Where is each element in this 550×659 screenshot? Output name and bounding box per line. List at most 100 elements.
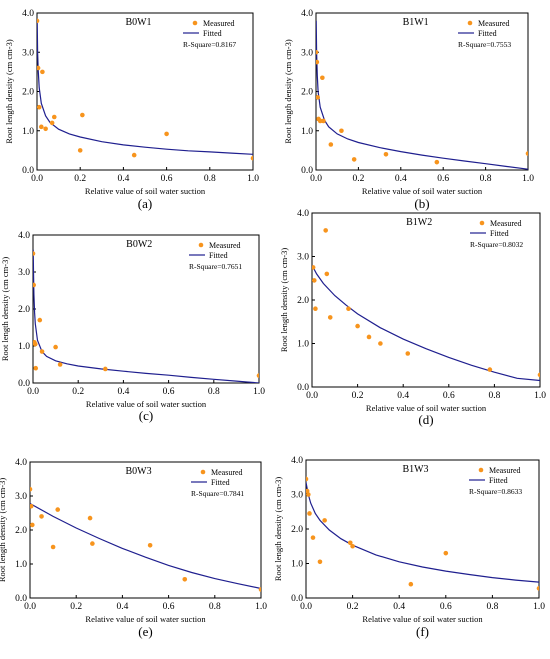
panel-title: B0W2	[126, 239, 152, 250]
measured-point	[77, 148, 83, 153]
y-tick-label: 2.0	[18, 305, 30, 315]
x-tick-label: 0.2	[74, 174, 86, 184]
x-axis-label: Relative value of soil water suction	[362, 614, 483, 624]
panel-caption: (b)	[414, 196, 429, 211]
measured-point	[525, 151, 528, 156]
x-tick-label: 0.6	[437, 174, 449, 184]
y-tick-label: 3.0	[22, 48, 34, 58]
measured-point	[30, 503, 34, 509]
y-tick-label: 2.0	[291, 525, 303, 535]
measured-point	[378, 341, 383, 346]
measured-point	[366, 334, 372, 340]
measured-point	[322, 518, 327, 523]
x-tick-label: 0.2	[347, 602, 359, 612]
panel-caption: (c)	[139, 408, 153, 423]
legend-marker-measured	[192, 20, 198, 26]
measured-point	[351, 157, 357, 162]
plot-area	[30, 486, 261, 592]
y-tick-label: 2.0	[15, 526, 27, 536]
legend-label-fitted: Fitted	[489, 476, 508, 485]
measured-point	[90, 541, 95, 546]
x-tick-label: 0.0	[306, 391, 318, 401]
legend-label-measured: Measured	[490, 219, 522, 228]
measured-point	[339, 128, 344, 134]
measured-point	[312, 265, 316, 270]
x-tick-label: 0.4	[116, 602, 128, 612]
y-axis-label: Root length density (cm cm-3)	[0, 257, 10, 362]
measured-point	[306, 476, 309, 482]
legend-label-fitted: Fitted	[203, 29, 222, 38]
measured-point	[536, 586, 539, 591]
fitted-curve	[37, 20, 253, 155]
y-tick-label: 4.0	[15, 458, 27, 468]
x-axis-label: Relative value of soil water suction	[366, 403, 487, 413]
measured-point	[164, 131, 169, 137]
measured-point	[317, 559, 323, 565]
x-tick-label: 0.4	[117, 174, 129, 184]
y-tick-label: 2.0	[297, 296, 309, 306]
legend-marker-measured	[198, 242, 204, 248]
panel-caption: (e)	[138, 624, 152, 639]
legend-label-fitted: Fitted	[478, 29, 497, 38]
y-tick-label: 0.0	[18, 379, 30, 389]
y-tick-label: 1.0	[22, 127, 34, 137]
measured-point	[40, 69, 45, 75]
measured-point	[324, 271, 330, 277]
x-tick-label: 0.2	[352, 391, 364, 401]
r-square-label: R-Square=0.7651	[189, 262, 242, 271]
panel-title: B0W3	[126, 466, 152, 477]
chart-panel-e: 0.0 0.2 0.4 0.6 0.8 1.0 0.0 1.0 2.0 3.0 4.0 Relativ…	[0, 458, 267, 639]
fitted-curve	[33, 249, 259, 383]
measured-point	[408, 581, 414, 587]
x-tick-label: 0.6	[440, 602, 452, 612]
measured-point	[55, 507, 61, 512]
legend-label-fitted: Fitted	[211, 478, 230, 487]
measured-point	[307, 511, 312, 516]
y-tick-label: 4.0	[301, 9, 313, 19]
r-square-label: R-Square=0.7553	[458, 40, 511, 49]
measured-point	[49, 120, 55, 126]
measured-point	[43, 126, 48, 132]
measured-point	[350, 543, 355, 549]
x-tick-label: 0.8	[209, 602, 221, 612]
r-square-label: R-Square=0.8633	[469, 487, 522, 496]
y-tick-label: 0.0	[301, 166, 313, 176]
legend-marker-measured	[200, 469, 206, 475]
x-tick-label: 0.2	[352, 174, 364, 184]
measured-point	[313, 306, 318, 312]
x-tick-label: 0.0	[24, 602, 36, 612]
y-axis-label: Root length density (cm cm-3)	[283, 39, 293, 144]
y-tick-label: 4.0	[18, 231, 30, 241]
legend-label-measured: Measured	[203, 19, 235, 28]
y-tick-label: 1.0	[18, 342, 30, 352]
r-square-label: R-Square=0.7841	[191, 489, 244, 498]
chart-panel-d: 0.0 0.2 0.4 0.6 0.8 1.0 0.0 1.0 2.0 3.0 4.0 Relativ…	[279, 209, 546, 427]
plot-area	[33, 249, 259, 383]
measured-point	[537, 372, 540, 378]
legend-marker-measured	[467, 20, 473, 26]
x-tick-label: 0.0	[27, 387, 39, 397]
x-tick-label: 0.4	[117, 387, 129, 397]
measured-point	[103, 366, 108, 372]
measured-point	[33, 251, 36, 256]
y-tick-label: 2.0	[301, 88, 313, 98]
legend-label-fitted: Fitted	[490, 229, 509, 238]
y-tick-label: 0.0	[291, 594, 303, 604]
x-tick-label: 0.8	[480, 174, 492, 184]
measured-point	[487, 367, 493, 372]
x-tick-label: 0.6	[163, 602, 175, 612]
x-tick-label: 1.0	[534, 391, 546, 401]
y-tick-label: 0.0	[297, 383, 309, 393]
fitted-curve	[306, 482, 539, 583]
measured-point	[312, 278, 317, 283]
plot-area	[316, 20, 528, 170]
y-axis-label: Root length density (cm cm-3)	[279, 248, 289, 353]
panel-caption: (a)	[138, 196, 152, 211]
x-tick-label: 0.2	[70, 602, 82, 612]
fitted-curve	[312, 264, 540, 382]
measured-point	[51, 114, 57, 120]
measured-point	[317, 118, 323, 124]
